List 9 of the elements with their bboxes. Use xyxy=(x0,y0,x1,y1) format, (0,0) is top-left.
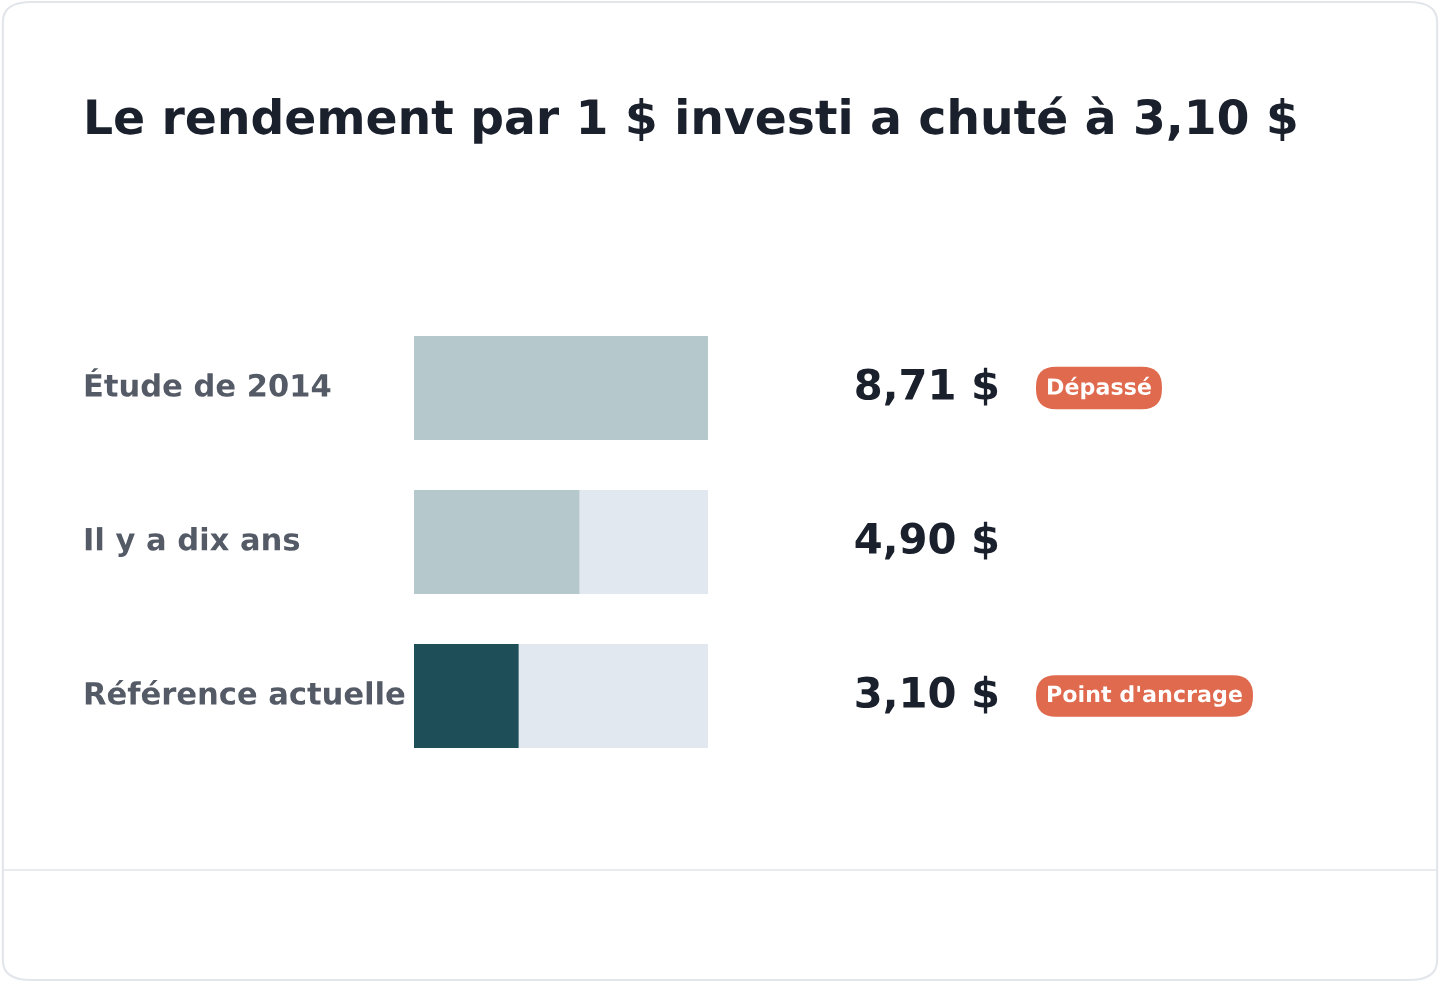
y-tick-label: Étude de 2014 xyxy=(85,368,331,397)
y-tick-label: Référence actuelle xyxy=(85,679,405,705)
text: Dépassé xyxy=(1048,376,1151,400)
data-label: 4,90 $ xyxy=(855,521,998,560)
chart-title: Le rendement par 1 $ investi a chuté à 3,10 $ xyxy=(87,96,1296,144)
text: Point d'ancrage xyxy=(1048,685,1242,707)
data-label: 3,10 $ xyxy=(856,675,998,714)
y-tick-label: Il y a dix ans xyxy=(85,527,300,557)
data-label: 8,71 $ xyxy=(856,367,998,406)
